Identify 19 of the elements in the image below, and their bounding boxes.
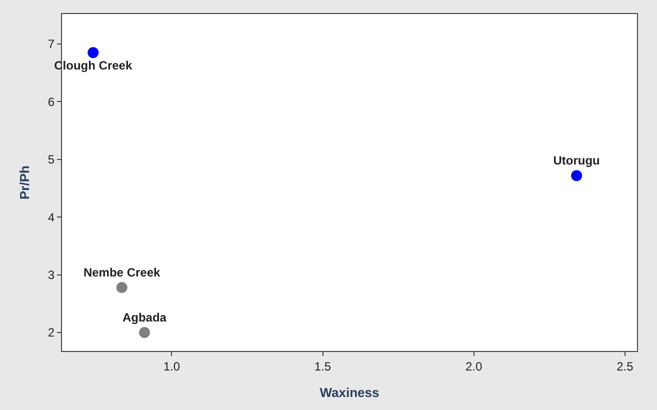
series-label: Utorugu bbox=[553, 154, 600, 168]
y-tick-label: 5 bbox=[48, 152, 55, 167]
y-axis-title: Pr/Ph bbox=[16, 165, 32, 200]
point bbox=[116, 282, 128, 294]
x-tick-label: 2.5 bbox=[616, 359, 634, 374]
y-tick-label: 7 bbox=[48, 37, 55, 52]
y-tick-label: 4 bbox=[48, 210, 55, 224]
point bbox=[571, 170, 582, 182]
y-tick-label: 2 bbox=[48, 326, 55, 340]
point bbox=[88, 47, 99, 58]
point bbox=[138, 327, 150, 338]
series-label: Nembe Creek bbox=[83, 266, 160, 280]
x-tick-label: 1.0 bbox=[163, 359, 180, 374]
x-axis-title: Waxiness bbox=[320, 385, 380, 400]
y-tick-label: 3 bbox=[48, 268, 55, 282]
x-tick-label: 1.5 bbox=[314, 359, 332, 374]
x-tick-label: 2.0 bbox=[465, 359, 483, 374]
series-label: Agbada bbox=[122, 310, 167, 325]
y-tick-label: 6 bbox=[48, 94, 55, 109]
